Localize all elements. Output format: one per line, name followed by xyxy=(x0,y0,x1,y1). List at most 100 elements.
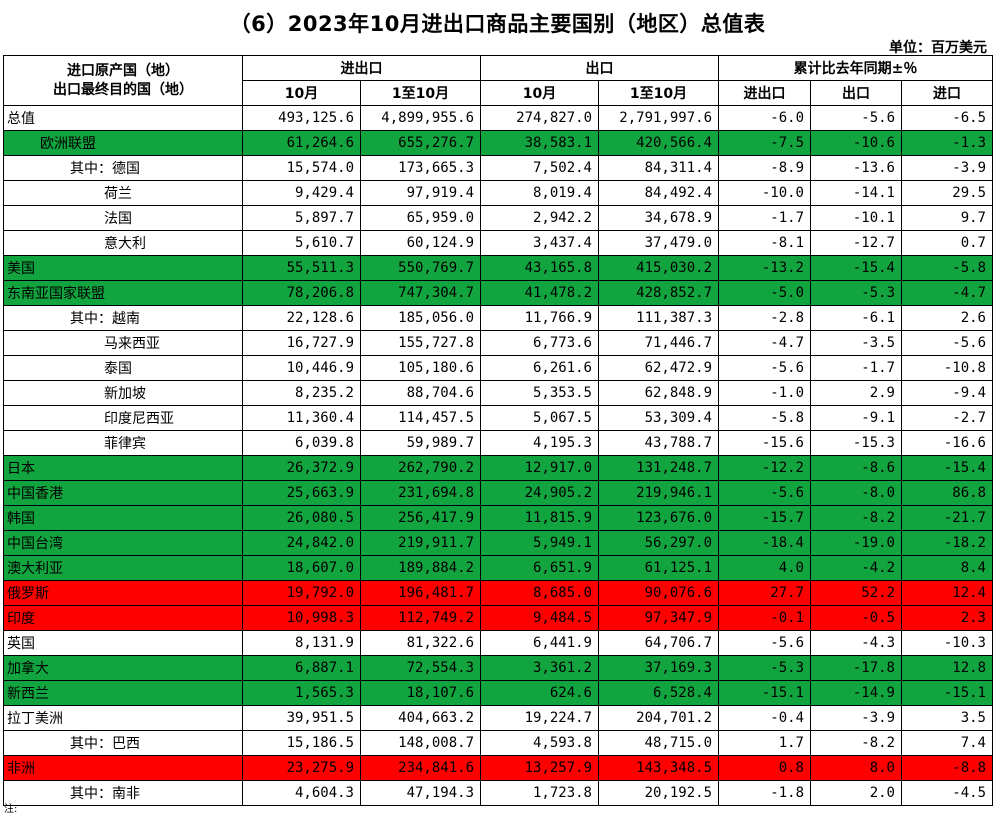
table-row: 新西兰 1,565.3 18,107.6 624.6 6,528.4 -15.1 -14.9… xyxy=(3,680,993,706)
cell-export-jan-oct: 56,297.0 xyxy=(598,530,719,556)
cell-total-jan-oct: 114,457.5 xyxy=(360,405,481,431)
cell-export-jan-oct: 6,528.4 xyxy=(598,680,719,706)
table-row: 荷兰 9,429.4 97,919.4 8,019.4 84,492.4 -10.0 -14… xyxy=(3,180,993,206)
header-growth-export: 出口 xyxy=(810,80,902,106)
cell-export-jan-oct: 97,347.9 xyxy=(598,605,719,631)
cell-total-oct: 5,610.7 xyxy=(242,230,361,256)
cell-growth-export: -8.6 xyxy=(810,455,902,481)
table-row: 拉丁美洲 39,951.5 404,663.2 19,224.7 204,701.2 -0… xyxy=(3,705,993,731)
cell-total-jan-oct: 173,665.3 xyxy=(360,155,481,181)
cell-growth-total: -5.6 xyxy=(718,480,811,506)
row-label: 俄罗斯 xyxy=(3,580,243,606)
cell-total-jan-oct: 97,919.4 xyxy=(360,180,481,206)
table-row: 菲律宾 6,039.8 59,989.7 4,195.3 43,788.7 -15.6 -1… xyxy=(3,430,993,456)
cell-total-jan-oct: 4,899,955.6 xyxy=(360,105,481,131)
cell-export-jan-oct: 219,946.1 xyxy=(598,480,719,506)
cell-export-oct: 11,815.9 xyxy=(480,505,599,531)
cell-export-jan-oct: 37,479.0 xyxy=(598,230,719,256)
cell-growth-total: -5.3 xyxy=(718,655,811,681)
cell-growth-export: -0.5 xyxy=(810,605,902,631)
cell-export-oct: 8,685.0 xyxy=(480,580,599,606)
row-label: 日本 xyxy=(3,455,243,481)
cell-export-jan-oct: 71,446.7 xyxy=(598,330,719,356)
row-label: 拉丁美洲 xyxy=(3,705,243,731)
cell-total-oct: 10,998.3 xyxy=(242,605,361,631)
cell-growth-import: -5.6 xyxy=(901,330,993,356)
table-row: 澳大利亚 18,607.0 189,884.2 6,651.9 61,125.1 4.0-… xyxy=(3,555,993,581)
row-label: 法国 xyxy=(3,205,243,231)
cell-growth-total: -1.0 xyxy=(718,380,811,406)
cell-growth-total: -8.9 xyxy=(718,155,811,181)
cell-total-oct: 26,372.9 xyxy=(242,455,361,481)
cell-export-oct: 3,361.2 xyxy=(480,655,599,681)
cell-total-jan-oct: 65,959.0 xyxy=(360,205,481,231)
cell-growth-export: -10.6 xyxy=(810,130,902,156)
cell-total-oct: 61,264.6 xyxy=(242,130,361,156)
cell-growth-import: -21.7 xyxy=(901,505,993,531)
trade-table: 进口原产国（地） 出口最终目的国（地） 进出口 出口 累计比去年同期±％ 10月… xyxy=(3,55,993,806)
cell-export-jan-oct: 62,472.9 xyxy=(598,355,719,381)
cell-total-oct: 26,080.5 xyxy=(242,505,361,531)
cell-export-oct: 5,949.1 xyxy=(480,530,599,556)
cell-growth-total: -5.6 xyxy=(718,630,811,656)
header-growth-import: 进口 xyxy=(901,80,993,106)
cell-total-jan-oct: 88,704.6 xyxy=(360,380,481,406)
cell-export-jan-oct: 420,566.4 xyxy=(598,130,719,156)
table-row: 加拿大 6,887.1 72,554.3 3,361.2 37,169.3 -5.3 -17… xyxy=(3,655,993,681)
cell-total-jan-oct: 404,663.2 xyxy=(360,705,481,731)
cell-growth-export: 8.0 xyxy=(810,755,902,781)
row-label: 东南亚国家联盟 xyxy=(3,280,243,306)
corner-line-export: 出口最终目的国（地） xyxy=(53,81,193,98)
cell-total-oct: 9,429.4 xyxy=(242,180,361,206)
cell-growth-import: 9.7 xyxy=(901,205,993,231)
cell-growth-export: -15.4 xyxy=(810,255,902,281)
row-label: 美国 xyxy=(3,255,243,281)
cell-growth-import: 12.4 xyxy=(901,580,993,606)
table-row: 泰国 10,446.9 105,180.6 6,261.6 62,472.9 -5.6 -1… xyxy=(3,355,993,381)
cell-growth-export: -14.9 xyxy=(810,680,902,706)
cell-growth-export: -13.6 xyxy=(810,155,902,181)
cell-total-oct: 11,360.4 xyxy=(242,405,361,431)
row-label: 非洲 xyxy=(3,755,243,781)
cell-growth-total: -0.4 xyxy=(718,705,811,731)
footnote-mark: 注: xyxy=(4,804,18,815)
table-row: 中国香港 25,663.9 231,694.8 24,905.2 219,946.1 -5… xyxy=(3,480,993,506)
cell-growth-total: -2.8 xyxy=(718,305,811,331)
table-row: 非洲 23,275.9 234,841.6 13,257.9 143,348.5 0.8 8… xyxy=(3,755,993,781)
cell-growth-import: -1.3 xyxy=(901,130,993,156)
cell-export-jan-oct: 131,248.7 xyxy=(598,455,719,481)
cell-export-oct: 41,478.2 xyxy=(480,280,599,306)
cell-total-oct: 8,235.2 xyxy=(242,380,361,406)
cell-growth-import: 0.7 xyxy=(901,230,993,256)
cell-total-jan-oct: 262,790.2 xyxy=(360,455,481,481)
cell-total-jan-oct: 185,056.0 xyxy=(360,305,481,331)
row-label: 总值 xyxy=(3,105,243,131)
cell-export-jan-oct: 415,030.2 xyxy=(598,255,719,281)
cell-export-oct: 6,773.6 xyxy=(480,330,599,356)
cell-growth-import: -10.3 xyxy=(901,630,993,656)
table-body: 总值 493,125.6 4,899,955.6 274,827.0 2,791,997… xyxy=(3,105,993,806)
cell-growth-total: 0.8 xyxy=(718,755,811,781)
cell-growth-export: -5.6 xyxy=(810,105,902,131)
cell-export-jan-oct: 143,348.5 xyxy=(598,755,719,781)
cell-growth-import: 29.5 xyxy=(901,180,993,206)
cell-total-jan-oct: 234,841.6 xyxy=(360,755,481,781)
row-label: 荷兰 xyxy=(3,180,243,206)
cell-total-jan-oct: 256,417.9 xyxy=(360,505,481,531)
cell-export-oct: 8,019.4 xyxy=(480,180,599,206)
row-label: 印度 xyxy=(3,605,243,631)
table-row: 其中：德国 15,574.0 173,665.3 7,502.4 84,311.4 -8.… xyxy=(3,155,993,181)
cell-total-oct: 55,511.3 xyxy=(242,255,361,281)
cell-growth-import: -4.7 xyxy=(901,280,993,306)
cell-growth-total: -13.2 xyxy=(718,255,811,281)
table-row: 日本 26,372.9 262,790.2 12,917.0 131,248.7 -12.… xyxy=(3,455,993,481)
table-row: 英国 8,131.9 81,322.6 6,441.9 64,706.7 -5.6 -4.3… xyxy=(3,630,993,656)
cell-export-oct: 13,257.9 xyxy=(480,755,599,781)
cell-total-jan-oct: 47,194.3 xyxy=(360,780,481,806)
row-label: 韩国 xyxy=(3,505,243,531)
row-label: 菲律宾 xyxy=(3,430,243,456)
cell-growth-total: -7.5 xyxy=(718,130,811,156)
cell-total-jan-oct: 196,481.7 xyxy=(360,580,481,606)
cell-growth-export: -6.1 xyxy=(810,305,902,331)
cell-total-jan-oct: 18,107.6 xyxy=(360,680,481,706)
